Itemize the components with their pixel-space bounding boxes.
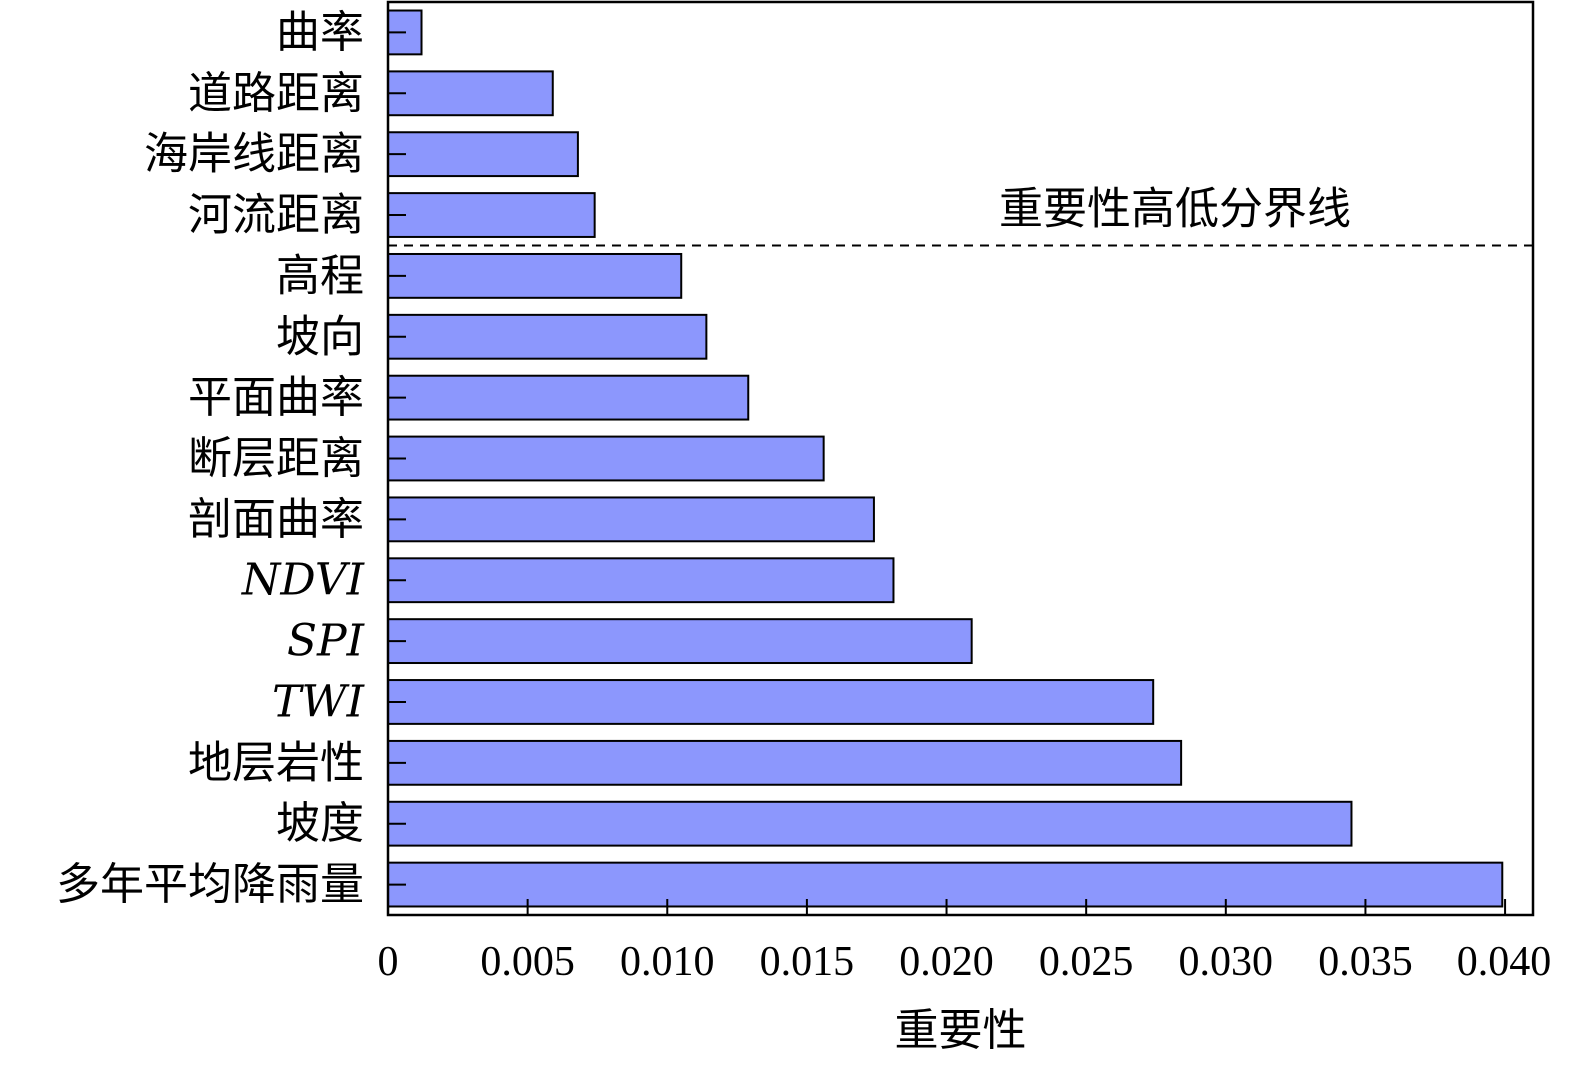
bar: [387, 557, 895, 604]
plot-frame: [386, 0, 1535, 917]
x-tick-label: 0.025: [1039, 939, 1134, 985]
x-ticks-group: 0 0.005 0.010 0.015 0.020 0.025 0.030 0.035 0.04…: [378, 899, 1552, 985]
bar: [387, 192, 596, 238]
category-label: 河流距离: [188, 190, 364, 241]
category-label: TWI: [272, 676, 366, 727]
x-tick-label: 0.030: [1179, 939, 1274, 985]
bar: [387, 252, 683, 299]
bar: [387, 800, 1353, 847]
category-label: 道路距离: [188, 68, 364, 119]
category-label: 平面曲率: [188, 372, 364, 423]
y-ticks-group: [388, 31, 406, 886]
category-label: SPI: [287, 616, 366, 667]
bar: [387, 618, 973, 665]
bar: [387, 496, 875, 543]
bar: [387, 861, 1504, 908]
x-tick-label: 0.020: [899, 939, 994, 985]
bar: [387, 435, 825, 482]
category-label: NDVI: [241, 555, 366, 606]
category-label: 多年平均降雨量: [56, 859, 364, 910]
category-label: 坡度: [276, 798, 364, 849]
divider-label: 重要性高低分界线: [999, 183, 1351, 234]
x-tick-label: 0.040: [1457, 939, 1552, 985]
category-label: 高程: [276, 250, 364, 301]
category-label: 坡向: [276, 311, 364, 362]
category-label: 地层岩性: [188, 737, 364, 788]
category-label: 断层距离: [188, 433, 364, 484]
x-tick-label: 0: [378, 939, 399, 985]
bar: [387, 131, 579, 178]
category-label: 海岸线距离: [144, 129, 364, 180]
x-tick-label: 0.010: [620, 939, 715, 985]
bar: [387, 374, 750, 421]
bar: [387, 70, 554, 117]
bar: [387, 739, 1183, 786]
x-axis-title: 重要性: [895, 1005, 1027, 1056]
x-tick-label: 0.005: [480, 939, 575, 985]
x-tick-label: 0.015: [760, 939, 855, 985]
bar: [387, 313, 708, 360]
category-label: 曲率: [276, 7, 364, 58]
bar: [387, 679, 1155, 725]
bars-group: [387, 9, 1504, 908]
category-label: 剖面曲率: [188, 494, 364, 545]
x-tick-label: 0.035: [1318, 939, 1413, 985]
